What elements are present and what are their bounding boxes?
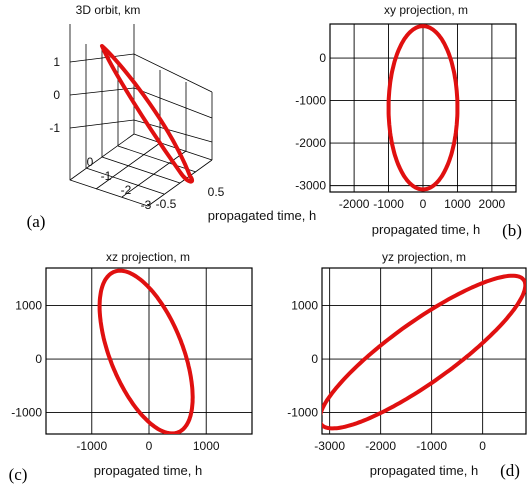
panel-a-ytick-2: -2	[121, 183, 132, 197]
panel-a-ytick-0: 0	[87, 155, 94, 169]
panel-a-floor-5	[117, 145, 197, 173]
panel-d-plot: -3000 -2000 -1000 0 1000 0 -1000	[287, 267, 527, 453]
panel-c-ytick-1: 0	[35, 352, 42, 366]
panel-c-xtick-0: -1000	[76, 439, 107, 453]
panel-a: 3D orbit, km 1	[27, 3, 317, 231]
panel-b-ytick-2: -2000	[295, 136, 326, 150]
panel-c-xlabel: propagated time, h	[94, 463, 202, 478]
panel-a-label: (a)	[27, 212, 46, 231]
panel-c-orbit	[97, 268, 195, 434]
panel-a-xtick-0: -0.5	[156, 197, 177, 211]
panel-a-grid-h2	[69, 87, 213, 119]
panel-b-orbit	[386, 24, 460, 192]
panel-a-grid-h1	[69, 53, 213, 93]
panel-a-orbit	[100, 44, 195, 184]
panel-d-ytick-1: 0	[311, 352, 318, 366]
panel-c-xtick-1: 0	[146, 439, 153, 453]
panel-a-box-back-edge-2	[133, 133, 213, 161]
panel-a-xlabel: propagated time, h	[208, 208, 316, 223]
panel-a-ztick-0: 1	[53, 55, 60, 69]
panel-b: xy projection, m -2000 -1000 0 1000 20000-10…	[295, 3, 522, 240]
panel-b-ytick-0: 0	[319, 51, 326, 65]
panel-b-xtick-1: -1000	[373, 197, 404, 211]
panel-c-title: xz projection, m	[106, 250, 190, 264]
panel-d-title: yz projection, m	[382, 250, 466, 264]
panel-a-floor-3	[85, 167, 165, 195]
panel-a-ztick-1: 0	[53, 88, 60, 102]
panel-b-xtick-4: 2000	[479, 197, 506, 211]
panel-c-frame	[45, 267, 253, 435]
panel-c-ytick-2: -1000	[11, 406, 42, 420]
panel-d-xtick-1: -2000	[365, 439, 396, 453]
panel-b-label: (b)	[502, 221, 522, 240]
panel-c-ytick-0: 1000	[15, 298, 42, 312]
panel-c-xtick-2: 1000	[193, 439, 220, 453]
panel-c: xz projection, m -1000 0 1000 1000 0 -1000 pr…	[9, 250, 253, 484]
panel-a-xtick-1: 0.5	[208, 185, 225, 199]
panel-d-xtick-0: -3000	[314, 439, 345, 453]
panel-a-box	[69, 24, 213, 207]
panel-b-frame	[329, 23, 517, 193]
panel-b-ytick-1: -1000	[295, 94, 326, 108]
panel-b-xtick-3: 1000	[444, 197, 471, 211]
panel-a-grid-h3	[69, 119, 213, 143]
panel-b-xtick-2: 0	[420, 197, 427, 211]
panel-d-label: (d)	[500, 461, 520, 480]
panel-a-ztick-2: -1	[49, 121, 60, 135]
panel-c-plot: -1000 0 1000 1000 0 -1000	[11, 267, 253, 453]
panel-d-frame	[321, 267, 527, 435]
panel-d-xtick-2: -1000	[416, 439, 447, 453]
panel-a-floor-4	[101, 156, 181, 184]
panel-b-xtick-0: -2000	[339, 197, 370, 211]
panel-d-xlabel: propagated time, h	[370, 463, 478, 478]
panel-b-xlabel: propagated time, h	[372, 222, 480, 237]
panel-d-orbit	[322, 273, 526, 431]
panel-a-ytick-3: -3	[141, 198, 152, 212]
panel-d-ytick-0: 1000	[291, 298, 318, 312]
panel-d: yz projection, m -3000 -2000 -1000 0 1000 0 -1…	[287, 250, 527, 480]
panel-d-ytick-2: -1000	[287, 406, 318, 420]
panel-b-ytick-3: -3000	[295, 179, 326, 193]
panel-c-label: (c)	[9, 465, 28, 484]
panel-b-title: xy projection, m	[384, 3, 468, 17]
panel-a-ytick-1: -1	[101, 169, 112, 183]
panel-d-xtick-3: 0	[479, 439, 486, 453]
panel-a-title: 3D orbit, km	[76, 3, 141, 17]
